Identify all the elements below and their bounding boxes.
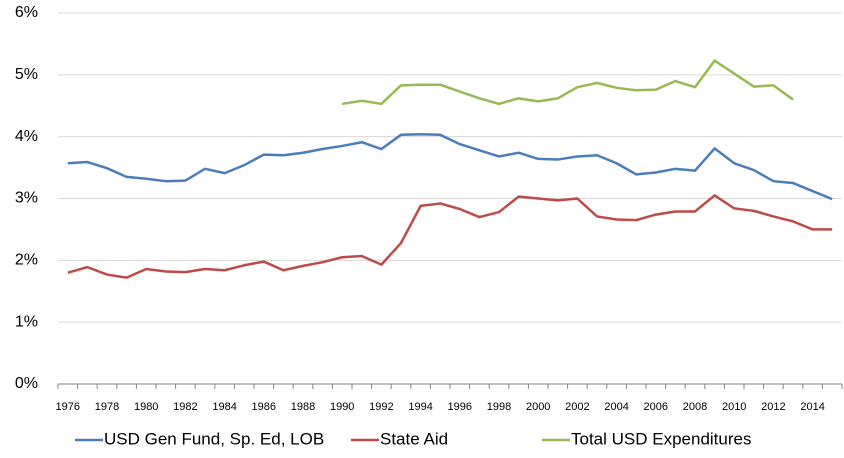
legend-label: Total USD Expenditures — [571, 429, 751, 448]
x-tick-label: 1978 — [95, 401, 119, 413]
x-tick-label: 1982 — [173, 401, 197, 413]
x-tick-label: 1994 — [408, 401, 432, 413]
x-tick-label: 2004 — [604, 401, 628, 413]
x-tick-label: 2006 — [644, 401, 668, 413]
y-tick-label: 5% — [15, 66, 38, 83]
x-tick-label: 1998 — [487, 401, 511, 413]
series-line — [67, 194, 833, 279]
x-tick-label: 1980 — [134, 401, 158, 413]
y-tick-label: 6% — [15, 4, 38, 21]
series-line — [342, 59, 794, 106]
x-tick-label: 1988 — [291, 401, 315, 413]
x-tick-label: 1990 — [330, 401, 354, 413]
legend-label: USD Gen Fund, Sp. Ed, LOB — [104, 429, 324, 448]
x-tick-label: 2000 — [526, 401, 550, 413]
x-tick-label: 1996 — [448, 401, 472, 413]
y-tick-label: 4% — [15, 128, 38, 145]
x-tick-label: 2012 — [761, 401, 785, 413]
series-line — [67, 132, 833, 201]
x-tick-label: 1976 — [56, 401, 80, 413]
x-tick-label: 1986 — [252, 401, 276, 413]
x-tick-label: 1992 — [369, 401, 393, 413]
legend-label: State Aid — [380, 429, 448, 448]
x-tick-label: 2014 — [800, 401, 824, 413]
y-tick-label: 0% — [15, 375, 38, 392]
y-tick-label: 3% — [15, 190, 38, 207]
x-tick-label: 1984 — [212, 401, 236, 413]
x-tick-label: 2008 — [683, 401, 707, 413]
x-tick-label: 2002 — [565, 401, 589, 413]
x-tick-label: 2010 — [722, 401, 746, 413]
y-tick-label: 1% — [15, 313, 38, 330]
y-tick-label: 2% — [15, 252, 38, 269]
